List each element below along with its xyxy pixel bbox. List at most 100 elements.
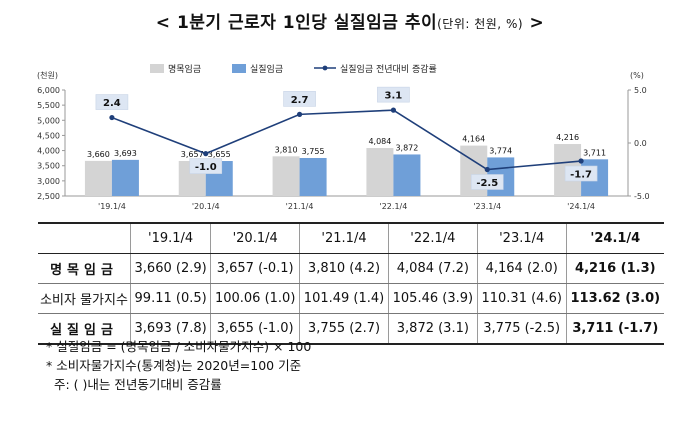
table-cell: 3,872 (3.1) <box>387 313 478 345</box>
x-tick-label: '19.1/4 <box>98 202 126 211</box>
legend-label: 실질임금 <box>250 63 283 75</box>
row-label-cpi: 소비자 물가지수 <box>38 283 131 314</box>
y-left-tick-label: 2,500 <box>37 192 60 201</box>
line-point <box>484 166 490 173</box>
bar-value-label: 3,774 <box>489 146 512 155</box>
x-tick-label: '21.1/4 <box>286 202 314 211</box>
chart-title-main: < 1분기 근로자 1인당 실질임금 추이 <box>155 13 438 33</box>
line-point <box>109 114 115 121</box>
bar <box>366 148 394 196</box>
table-cell: 4,084 (7.2) <box>387 253 478 284</box>
bar <box>393 154 421 196</box>
legend-swatch <box>150 64 164 73</box>
table-row: 명목임금 3,660 (2.9) 3,657 (-0.1) 3,810 (4.2… <box>38 253 664 284</box>
footnote: 주: ( )내는 전년동기대비 증감률 <box>46 377 222 392</box>
bar-value-label: 4,164 <box>462 135 485 144</box>
bar-value-label: 3,810 <box>275 145 298 154</box>
table-header-cell <box>38 222 131 254</box>
table-row: 실질임금 3,693 (7.8) 3,655 (-1.0) 3,755 (2.7… <box>38 313 664 345</box>
line-label-box <box>283 91 316 107</box>
wage-chart: 2,500 3,000 3,500 4,000 4,500 5,000 5,500 6,000… <box>37 63 650 211</box>
line-label-box <box>564 165 598 182</box>
line-value-label: -1.0 <box>195 162 217 173</box>
table-header-cell: '24.1/4 <box>565 222 664 254</box>
legend-label: 실질임금 전년대비 증감률 <box>340 63 437 75</box>
bar <box>299 157 327 196</box>
legend-line-marker <box>322 65 328 71</box>
table-header-cell: '21.1/4 <box>299 222 389 254</box>
table-cell: 3,657 (-0.1) <box>210 253 300 284</box>
table-cell: 4,216 (1.3) <box>565 253 664 284</box>
y-right-tick-label: -5.0 <box>634 192 650 201</box>
bar-value-label: 3,655 <box>208 150 231 159</box>
legend-label: 명목임금 <box>168 63 201 75</box>
line-value-label: -1.7 <box>570 170 592 181</box>
line-value-label: 2.7 <box>291 95 309 106</box>
bar-value-label: 3,711 <box>583 148 606 157</box>
line-point <box>390 107 397 113</box>
bar-value-label: 3,657 <box>181 150 204 159</box>
bar <box>84 160 112 196</box>
row-label-real-wage: 실질임금 <box>38 313 131 345</box>
line-point <box>578 158 584 164</box>
y-right-axis-label: (%) <box>630 71 644 80</box>
bar <box>272 156 300 196</box>
bar-value-label: 4,084 <box>368 137 391 146</box>
table-header-cell: '23.1/4 <box>476 222 567 254</box>
line-value-label: 2.4 <box>103 98 121 109</box>
table-cell: 105.46 (3.9) <box>387 283 478 314</box>
growth-line <box>111 109 582 171</box>
table-cell: 101.49 (1.4) <box>299 283 389 314</box>
y-left-tick-label: 3,000 <box>37 177 60 186</box>
table-cell: 3,693 (7.8) <box>129 313 211 345</box>
line-value-label: 3.1 <box>385 91 403 102</box>
bar-value-label: 3,755 <box>302 147 325 156</box>
wage-table: '19.1/4 '20.1/4 '21.1/4 '22.1/4 '23.1/4 … <box>38 222 664 345</box>
table-cell: 3,660 (2.9) <box>129 253 211 284</box>
x-tick-label: '22.1/4 <box>380 202 408 211</box>
table-cell: 3,755 (2.7) <box>299 313 389 345</box>
table-row: 소비자 물가지수 99.11 (0.5) 100.06 (1.0) 101.49… <box>38 283 664 314</box>
y-left-tick-label: 6,000 <box>37 86 60 95</box>
row-label-nominal-wage: 명목임금 <box>38 253 131 284</box>
bar-value-label: 3,693 <box>114 149 137 158</box>
table-header-cell: '19.1/4 <box>129 222 211 254</box>
line-label-box <box>470 174 504 190</box>
line-point <box>203 151 209 157</box>
table-cell: 3,810 (4.2) <box>299 253 389 284</box>
line-label-box <box>95 94 129 110</box>
footnotes: * 실질임금 = (명목임금 / 소비자물가지수) × 100 * 소비자물가지… <box>46 337 311 394</box>
table-cell: 4,164 (2.0) <box>476 253 567 284</box>
table-cell: 110.31 (4.6) <box>476 283 567 314</box>
bar <box>111 159 139 196</box>
table-header-cell: '22.1/4 <box>387 222 478 254</box>
bar-value-label: 3,872 <box>395 143 418 152</box>
table-cell: 113.62 (3.0) <box>565 283 664 314</box>
y-right-tick-label: 5.0 <box>634 86 647 95</box>
y-left-axis-label: (천원) <box>37 70 58 80</box>
y-left-tick-label: 4,000 <box>37 147 60 156</box>
line-label-box <box>189 158 223 174</box>
legend-swatch <box>232 64 246 73</box>
y-right-tick-label: 0.0 <box>634 139 647 148</box>
chart-title: < 1분기 근로자 1인당 실질임금 추이(단위: 천원, %) > <box>0 8 700 33</box>
x-tick-label: '24.1/4 <box>567 202 595 211</box>
bar-value-label: 4,216 <box>556 133 579 142</box>
table-cell: 3,655 (-1.0) <box>210 313 300 345</box>
x-tick-label: '20.1/4 <box>192 202 220 211</box>
chart-title-suffix: > <box>523 13 545 33</box>
y-left-tick-label: 3,500 <box>37 162 60 171</box>
table-header-row: '19.1/4 '20.1/4 '21.1/4 '22.1/4 '23.1/4 … <box>38 222 664 254</box>
line-point <box>296 111 303 117</box>
table-header-cell: '20.1/4 <box>210 222 300 254</box>
bar-value-label: 3,660 <box>87 150 110 159</box>
footnote: * 소비자물가지수(통계청)는 2020년=100 기준 <box>46 358 302 373</box>
y-left-tick-label: 5,500 <box>37 101 60 110</box>
chart-title-unit: (단위: 천원, %) <box>437 17 524 31</box>
table-cell: 100.06 (1.0) <box>210 283 300 314</box>
y-left-tick-label: 5,000 <box>37 116 60 125</box>
x-tick-label: '23.1/4 <box>473 202 501 211</box>
line-value-label: -2.5 <box>476 178 498 189</box>
footnote: * 실질임금 = (명목임금 / 소비자물가지수) × 100 <box>46 339 312 354</box>
table-cell: 99.11 (0.5) <box>129 283 211 314</box>
